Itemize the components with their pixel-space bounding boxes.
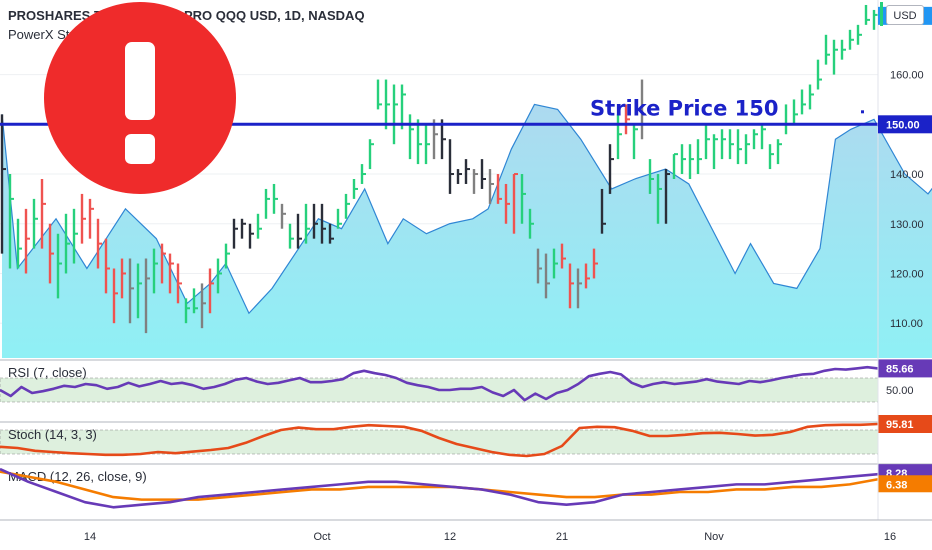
rsi-value-badge	[878, 359, 932, 378]
signal-value-label: 6.38	[886, 479, 907, 491]
price-tick-label: 130.00	[890, 219, 924, 231]
strike-badge	[878, 115, 932, 134]
stoch-value-badge	[878, 415, 932, 433]
currency-button[interactable]: USD	[886, 5, 924, 25]
time-tick-label: 16	[884, 531, 896, 543]
strike-axis-label: 150.00	[886, 119, 920, 131]
indicator-title: RSI (7, close)	[8, 365, 87, 380]
stoch-line	[0, 422, 879, 458]
time-tick-label: 14	[84, 531, 96, 543]
rsi-line	[0, 365, 879, 402]
price-tick-label: 160.00	[890, 70, 924, 82]
close-area	[2, 104, 932, 358]
time-tick-label: Nov	[704, 531, 724, 543]
time-tick-label: 12	[444, 531, 456, 543]
indicator-title: Stoch (14, 3, 3)	[8, 427, 97, 442]
stoch-value-label: 95.81	[886, 419, 914, 431]
rsi-value-label: 85.66	[886, 363, 914, 375]
price-tick-label: 110.00	[890, 318, 923, 330]
macd-pane[interactable]: MACD (12, 26, close, 9) 8.286.38	[0, 463, 932, 509]
price-tick-label: 120.00	[890, 268, 924, 280]
strike-price-label: Strike Price 150	[590, 96, 778, 120]
time-tick-label: Oct	[313, 531, 330, 543]
signal-value-badge	[878, 475, 932, 493]
exclamation-icon	[44, 2, 236, 194]
time-tick-label: 21	[556, 531, 568, 543]
rsi-pane[interactable]: RSI (7, close) 50.00 85.66	[0, 359, 932, 403]
time-axis[interactable]: 14Oct1221Nov16Dec27 Nov '20	[0, 519, 932, 549]
stoch-pane[interactable]: Stoch (14, 3, 3) 95.81	[0, 415, 932, 458]
axis-green-mark	[880, 2, 883, 26]
price-tick-label: 140.00	[890, 169, 924, 181]
rsi-tick-label: 50.00	[886, 385, 914, 397]
strike-dot	[861, 110, 864, 114]
macd-line	[0, 467, 879, 509]
